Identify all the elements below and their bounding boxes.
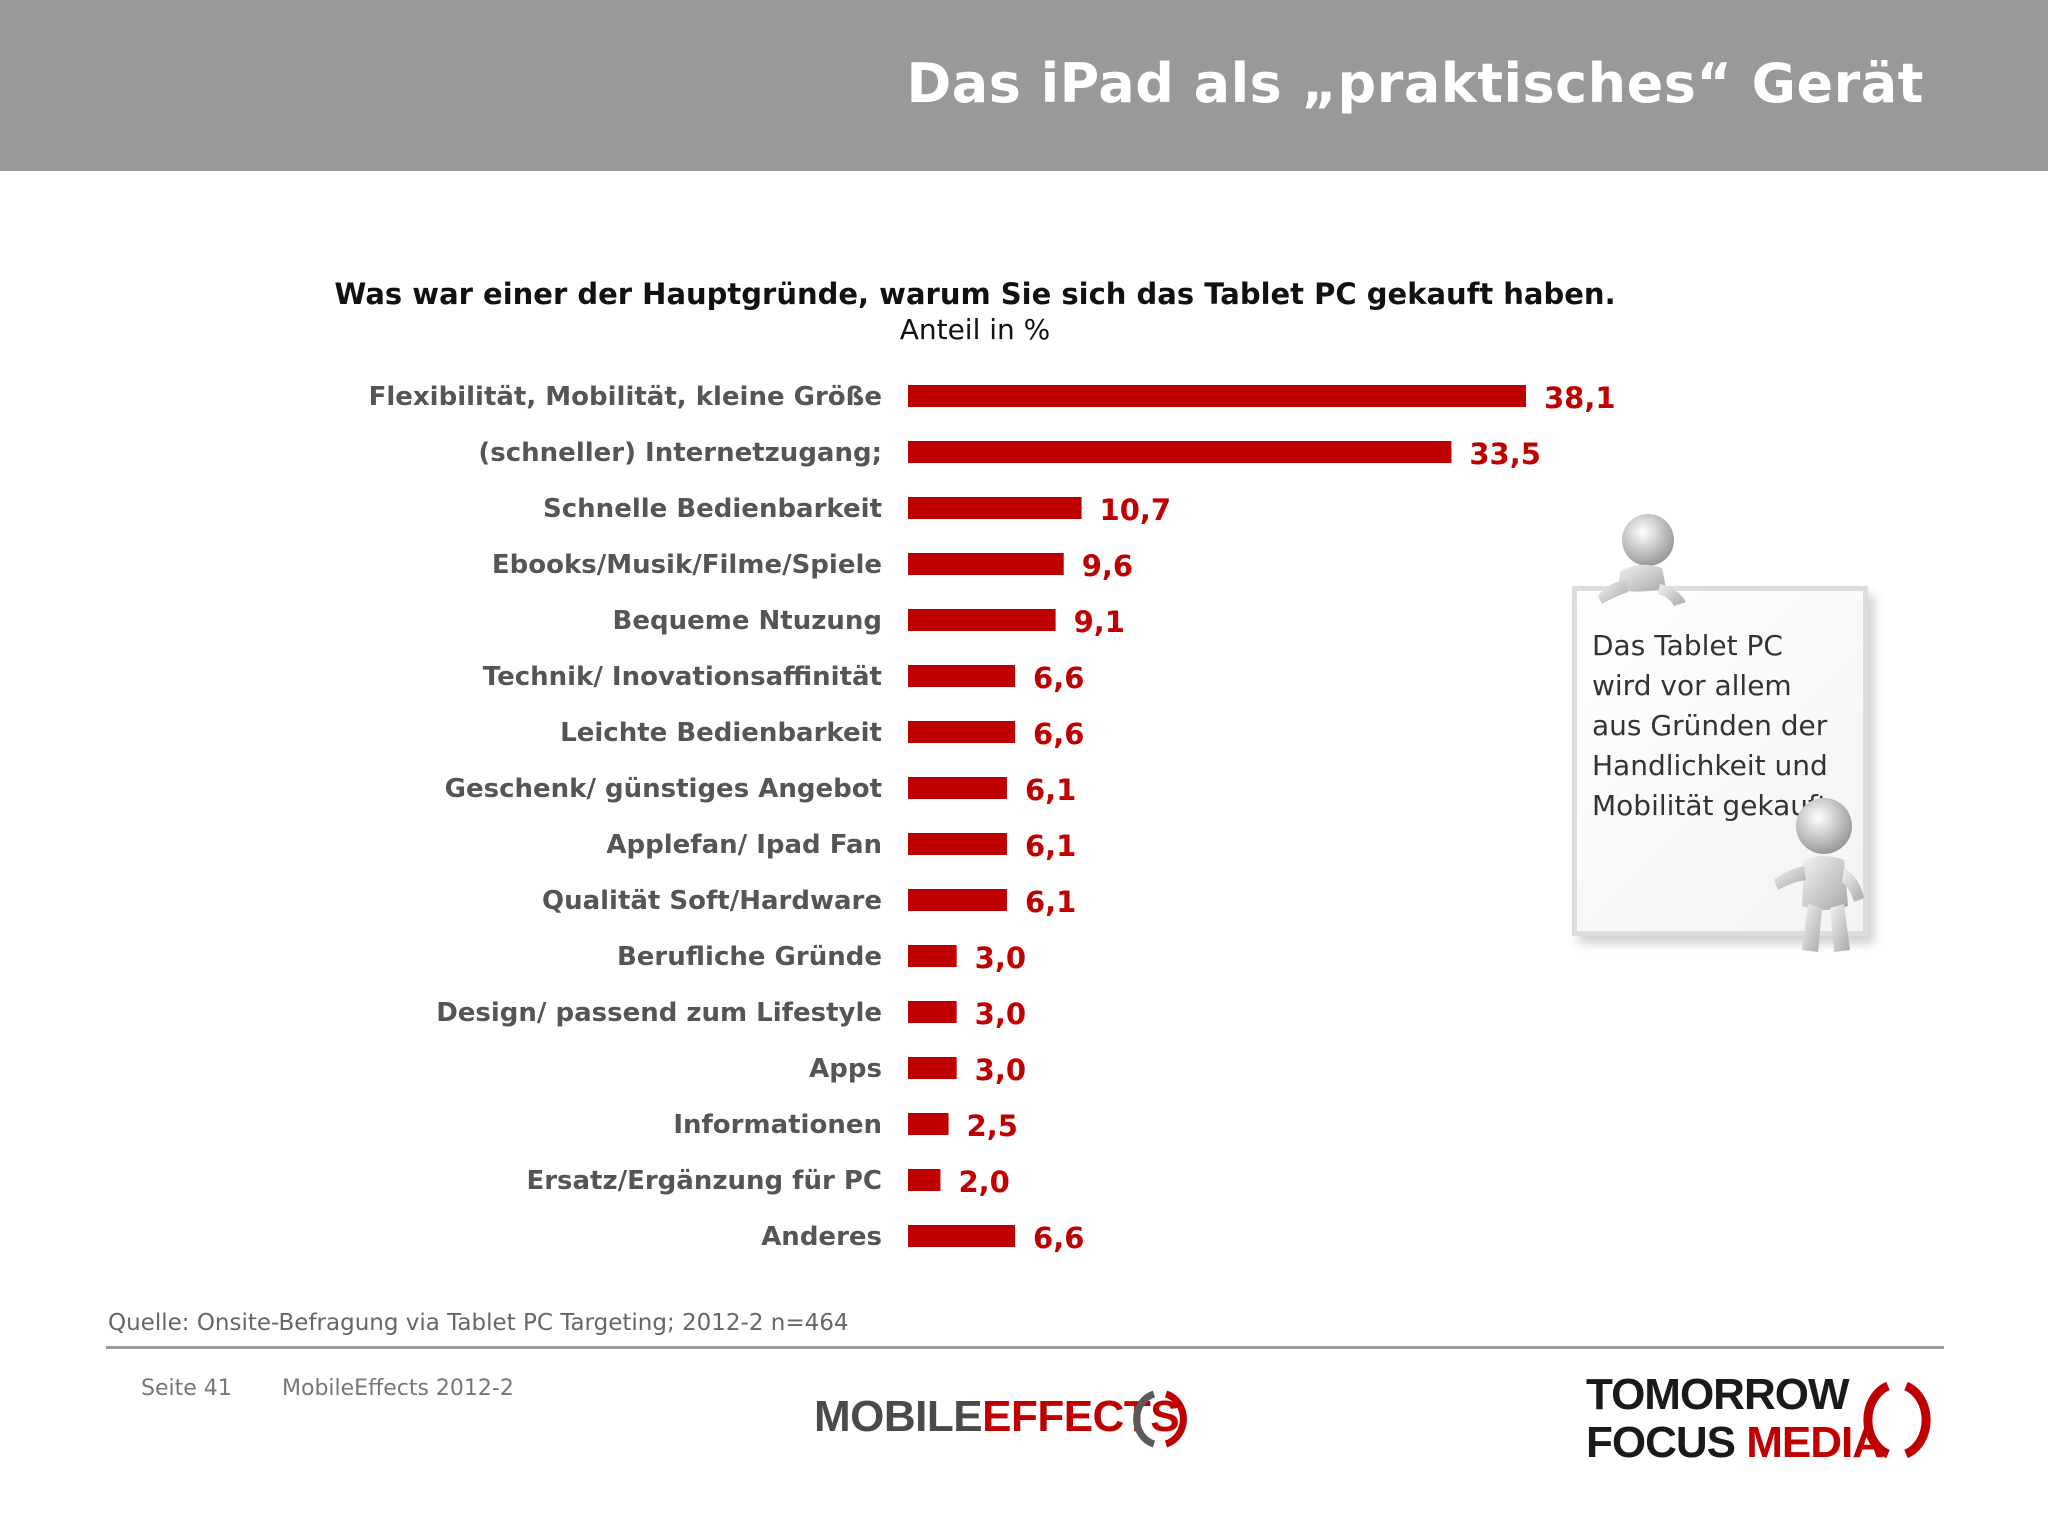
category-label: Bequeme Ntuzung	[613, 606, 882, 636]
logo-tfm-word-focus: FOCUS	[1586, 1418, 1736, 1467]
bar	[908, 1225, 1016, 1247]
bar	[908, 889, 1007, 911]
category-label: Anderes	[761, 1222, 882, 1252]
footer-edition: MobileEffects 2012-2	[282, 1376, 514, 1401]
value-label: 3,0	[975, 1053, 1026, 1087]
bar	[908, 385, 1526, 407]
category-label: Design/ passend zum Lifestyle	[436, 998, 882, 1028]
figure-bottom-icon	[1774, 798, 1864, 952]
value-label: 33,5	[1469, 437, 1541, 471]
bar	[908, 777, 1007, 799]
category-label: Ersatz/Ergänzung für PC	[526, 1166, 882, 1196]
category-label: Qualität Soft/Hardware	[542, 886, 882, 916]
category-label: Ebooks/Musik/Filme/Spiele	[492, 550, 882, 580]
category-label: (schneller) Internetzugang;	[478, 438, 882, 468]
value-label: 6,1	[1025, 829, 1076, 863]
bar	[908, 497, 1082, 519]
bar	[908, 721, 1016, 743]
bar	[908, 1001, 957, 1023]
value-label: 6,6	[1033, 717, 1084, 751]
category-label: Applefan/ Ipad Fan	[606, 830, 882, 860]
bar	[908, 665, 1016, 687]
logo-me-ring-icon	[1133, 1390, 1187, 1448]
bar	[908, 609, 1056, 631]
value-label: 2,0	[958, 1165, 1009, 1199]
logo-me-word1: MOBILE	[814, 1392, 983, 1441]
value-label: 6,6	[1033, 661, 1084, 695]
value-label: 6,6	[1033, 1221, 1084, 1255]
bar	[908, 441, 1452, 463]
logo-tfm-line1: TOMORROW	[1586, 1370, 1849, 1419]
value-label: 6,1	[1025, 773, 1076, 807]
category-label: Leichte Bedienbarkeit	[560, 718, 882, 748]
logo-tfm-ring-icon	[1863, 1381, 1931, 1459]
value-label: 10,7	[1100, 493, 1172, 527]
bar	[908, 1113, 949, 1135]
figure-top-icon	[1598, 514, 1686, 606]
category-label: Informationen	[673, 1110, 882, 1140]
value-label: 3,0	[975, 997, 1026, 1031]
category-label: Schnelle Bedienbarkeit	[543, 494, 882, 524]
value-label: 9,6	[1082, 549, 1133, 583]
value-label: 9,1	[1074, 605, 1125, 639]
chart-title: Was war einer der Hauptgründe, warum Sie…	[334, 277, 1616, 311]
header-bar: Das iPad als „praktisches“ Gerät	[0, 0, 2048, 171]
source-note: Quelle: Onsite-Befragung via Tablet PC T…	[108, 1310, 849, 1336]
value-label: 3,0	[975, 941, 1026, 975]
category-label: Flexibilität, Mobilität, kleine Größe	[369, 382, 882, 412]
logo-tfm-word-media: MEDIA	[1746, 1418, 1884, 1467]
footer-divider	[106, 1346, 1944, 1349]
chart-subtitle: Anteil in %	[899, 313, 1051, 346]
bar	[908, 553, 1064, 575]
bar	[908, 1057, 957, 1079]
bar	[908, 945, 957, 967]
page-number: Seite 41	[141, 1376, 232, 1401]
value-label: 6,1	[1025, 885, 1076, 919]
bar	[908, 833, 1007, 855]
bar	[908, 1169, 941, 1191]
value-label: 2,5	[967, 1109, 1018, 1143]
category-label: Technik/ Inovationsaffinität	[483, 662, 882, 692]
category-label: Berufliche Gründe	[617, 942, 882, 972]
slide-title: Das iPad als „praktisches“ Gerät	[906, 52, 1924, 115]
category-label: Apps	[809, 1054, 882, 1084]
value-label: 38,1	[1544, 381, 1616, 415]
note-text: Das Tablet PC wird vor allem aus Gründen…	[1592, 629, 1838, 822]
category-label: Geschenk/ günstiges Angebot	[445, 774, 882, 804]
bars-layer: Flexibilität, Mobilität, kleine Größe 38,…	[369, 381, 1616, 1255]
